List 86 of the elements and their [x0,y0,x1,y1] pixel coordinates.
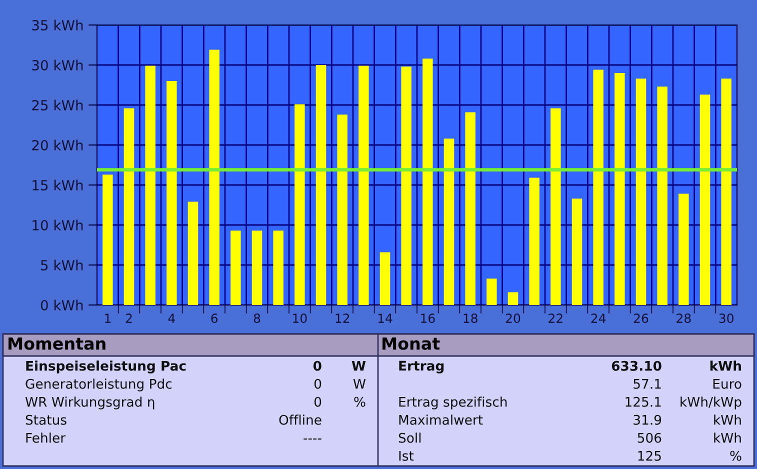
y-tick-label: 10 kWh [32,220,83,230]
bar [188,202,198,305]
x-tick-label: 20 [506,314,520,324]
bar [252,230,262,305]
y-tick-label: 20 kWh [32,140,83,150]
bar [145,66,156,305]
x-tick-label: 30 [719,314,734,324]
y-tick-label: 35 kWh [32,20,83,30]
x-tick-label: 1 [105,314,110,323]
bar [230,230,241,305]
bar [700,94,710,305]
bar [614,73,625,305]
text: 0 [314,396,322,407]
text: 125.1 [626,396,661,407]
text: W [353,379,366,389]
text: kWh [710,360,741,371]
x-tick-label: 4 [168,314,175,323]
bar [124,108,134,305]
bar [593,70,604,305]
bar [721,78,732,305]
x-tick-label: 6 [211,314,218,324]
text: 31.9 [634,414,662,425]
y-tick-label: 25 kWh [32,100,83,110]
x-tick-label: 28 [676,314,691,324]
bar [358,66,369,305]
text: kWh/kWp [680,396,742,410]
x-tick-label: 24 [591,314,606,323]
x-tick-label: 10 [293,314,307,324]
x-tick-label: 16 [421,314,435,324]
text: 0 [314,378,322,389]
text: WR Wirkungsgrad η [25,396,154,410]
bar [550,108,561,305]
bar [572,198,582,305]
text: 125 [638,450,661,461]
text: Fehler [26,432,66,443]
text: kWh [714,432,741,443]
text: W [352,361,366,371]
text: Generatorleistung Pdc [26,378,172,392]
text: 633.10 [612,360,662,371]
bar [422,58,433,305]
y-tick-label: 30 kWh [32,60,83,70]
bar [337,114,348,305]
x-tick-label: 18 [464,314,478,324]
x-tick-label: 14 [378,314,392,323]
text: 0 [313,360,322,371]
bar [316,65,326,305]
text: Ertrag spezifisch [399,396,507,410]
bar [678,194,689,305]
text: Monat [382,337,440,350]
bar [444,138,454,305]
text: Ertrag [399,360,444,374]
bar [166,81,177,305]
text: ---- [304,438,322,440]
y-tick-label: 5 kWh [41,260,83,270]
text: 506 [638,432,662,443]
bar [508,292,518,305]
y-tick-label: 0 kWh [40,300,83,310]
text: Offline [279,414,322,425]
text: % [354,396,366,407]
bar [380,252,390,305]
bar [529,178,540,305]
text: Soll [398,432,421,443]
text: Euro [713,379,742,389]
bar [273,230,284,305]
x-tick-label: 26 [634,314,648,324]
bar [102,174,113,305]
text: Momentan [8,337,106,350]
bar [294,104,305,305]
bar [657,86,668,305]
y-tick-label: 15 kWh [32,180,83,190]
text: 57.1 [634,379,661,389]
x-tick-label: 8 [254,314,260,324]
text: Ist [399,451,414,461]
bar [401,66,412,305]
x-tick-label: 2 [126,314,132,323]
bar [465,112,476,305]
text: Maximalwert [399,414,483,425]
bar [486,278,497,305]
bar [209,50,220,305]
bar [636,78,646,305]
text: Einspeiseleistung Pac [26,360,186,374]
text: kWh [714,414,741,425]
text: % [730,450,742,461]
text: Status [26,414,66,425]
x-tick-label: 22 [548,314,562,323]
x-tick-label: 12 [336,314,350,323]
